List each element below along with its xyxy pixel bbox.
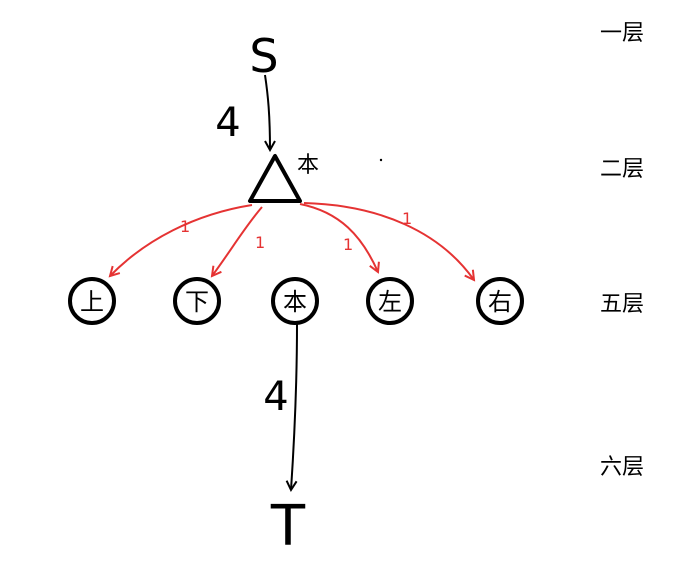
edge-weight-up: 1 xyxy=(180,217,190,236)
ring-node-ben: 本 xyxy=(271,277,319,325)
edge-source-to-top xyxy=(264,74,270,150)
ring-node-up: 上 xyxy=(68,277,116,325)
top-node-label: 本 xyxy=(297,153,319,178)
edge-top-to-up xyxy=(110,204,253,276)
layer-label-6: 六层 xyxy=(600,455,644,480)
ring-node-right: 右 xyxy=(476,277,524,325)
ring-node-down-label: 下 xyxy=(185,288,209,316)
ring-node-up-label: 上 xyxy=(80,288,104,316)
top-triangle-node xyxy=(248,154,302,203)
stray-dot xyxy=(379,158,383,162)
ring-node-ben-label: 本 xyxy=(283,288,307,316)
edge-weight-source: 4 xyxy=(215,100,240,146)
ring-node-right-label: 右 xyxy=(488,288,512,316)
edge-top-to-down xyxy=(212,206,263,276)
edge-weight-right: 1 xyxy=(402,209,412,228)
ring-node-left-label: 左 xyxy=(378,288,402,316)
edge-top-to-left xyxy=(299,203,378,272)
edge-top-to-right xyxy=(303,202,474,280)
ring-node-left: 左 xyxy=(366,277,414,325)
edge-weight-left: 1 xyxy=(343,235,353,254)
edge-weight-down: 1 xyxy=(255,233,265,252)
layer-label-5: 五层 xyxy=(600,292,644,317)
ring-node-down: 下 xyxy=(173,277,221,325)
edge-ben-to-bottom xyxy=(291,323,298,490)
edge-weight-bottom: 4 xyxy=(263,374,288,420)
layer-label-2: 二层 xyxy=(600,157,644,182)
bottom-node-label: T xyxy=(270,494,306,559)
source-node-label: S xyxy=(249,29,278,83)
layer-label-1: 一层 xyxy=(600,21,644,46)
